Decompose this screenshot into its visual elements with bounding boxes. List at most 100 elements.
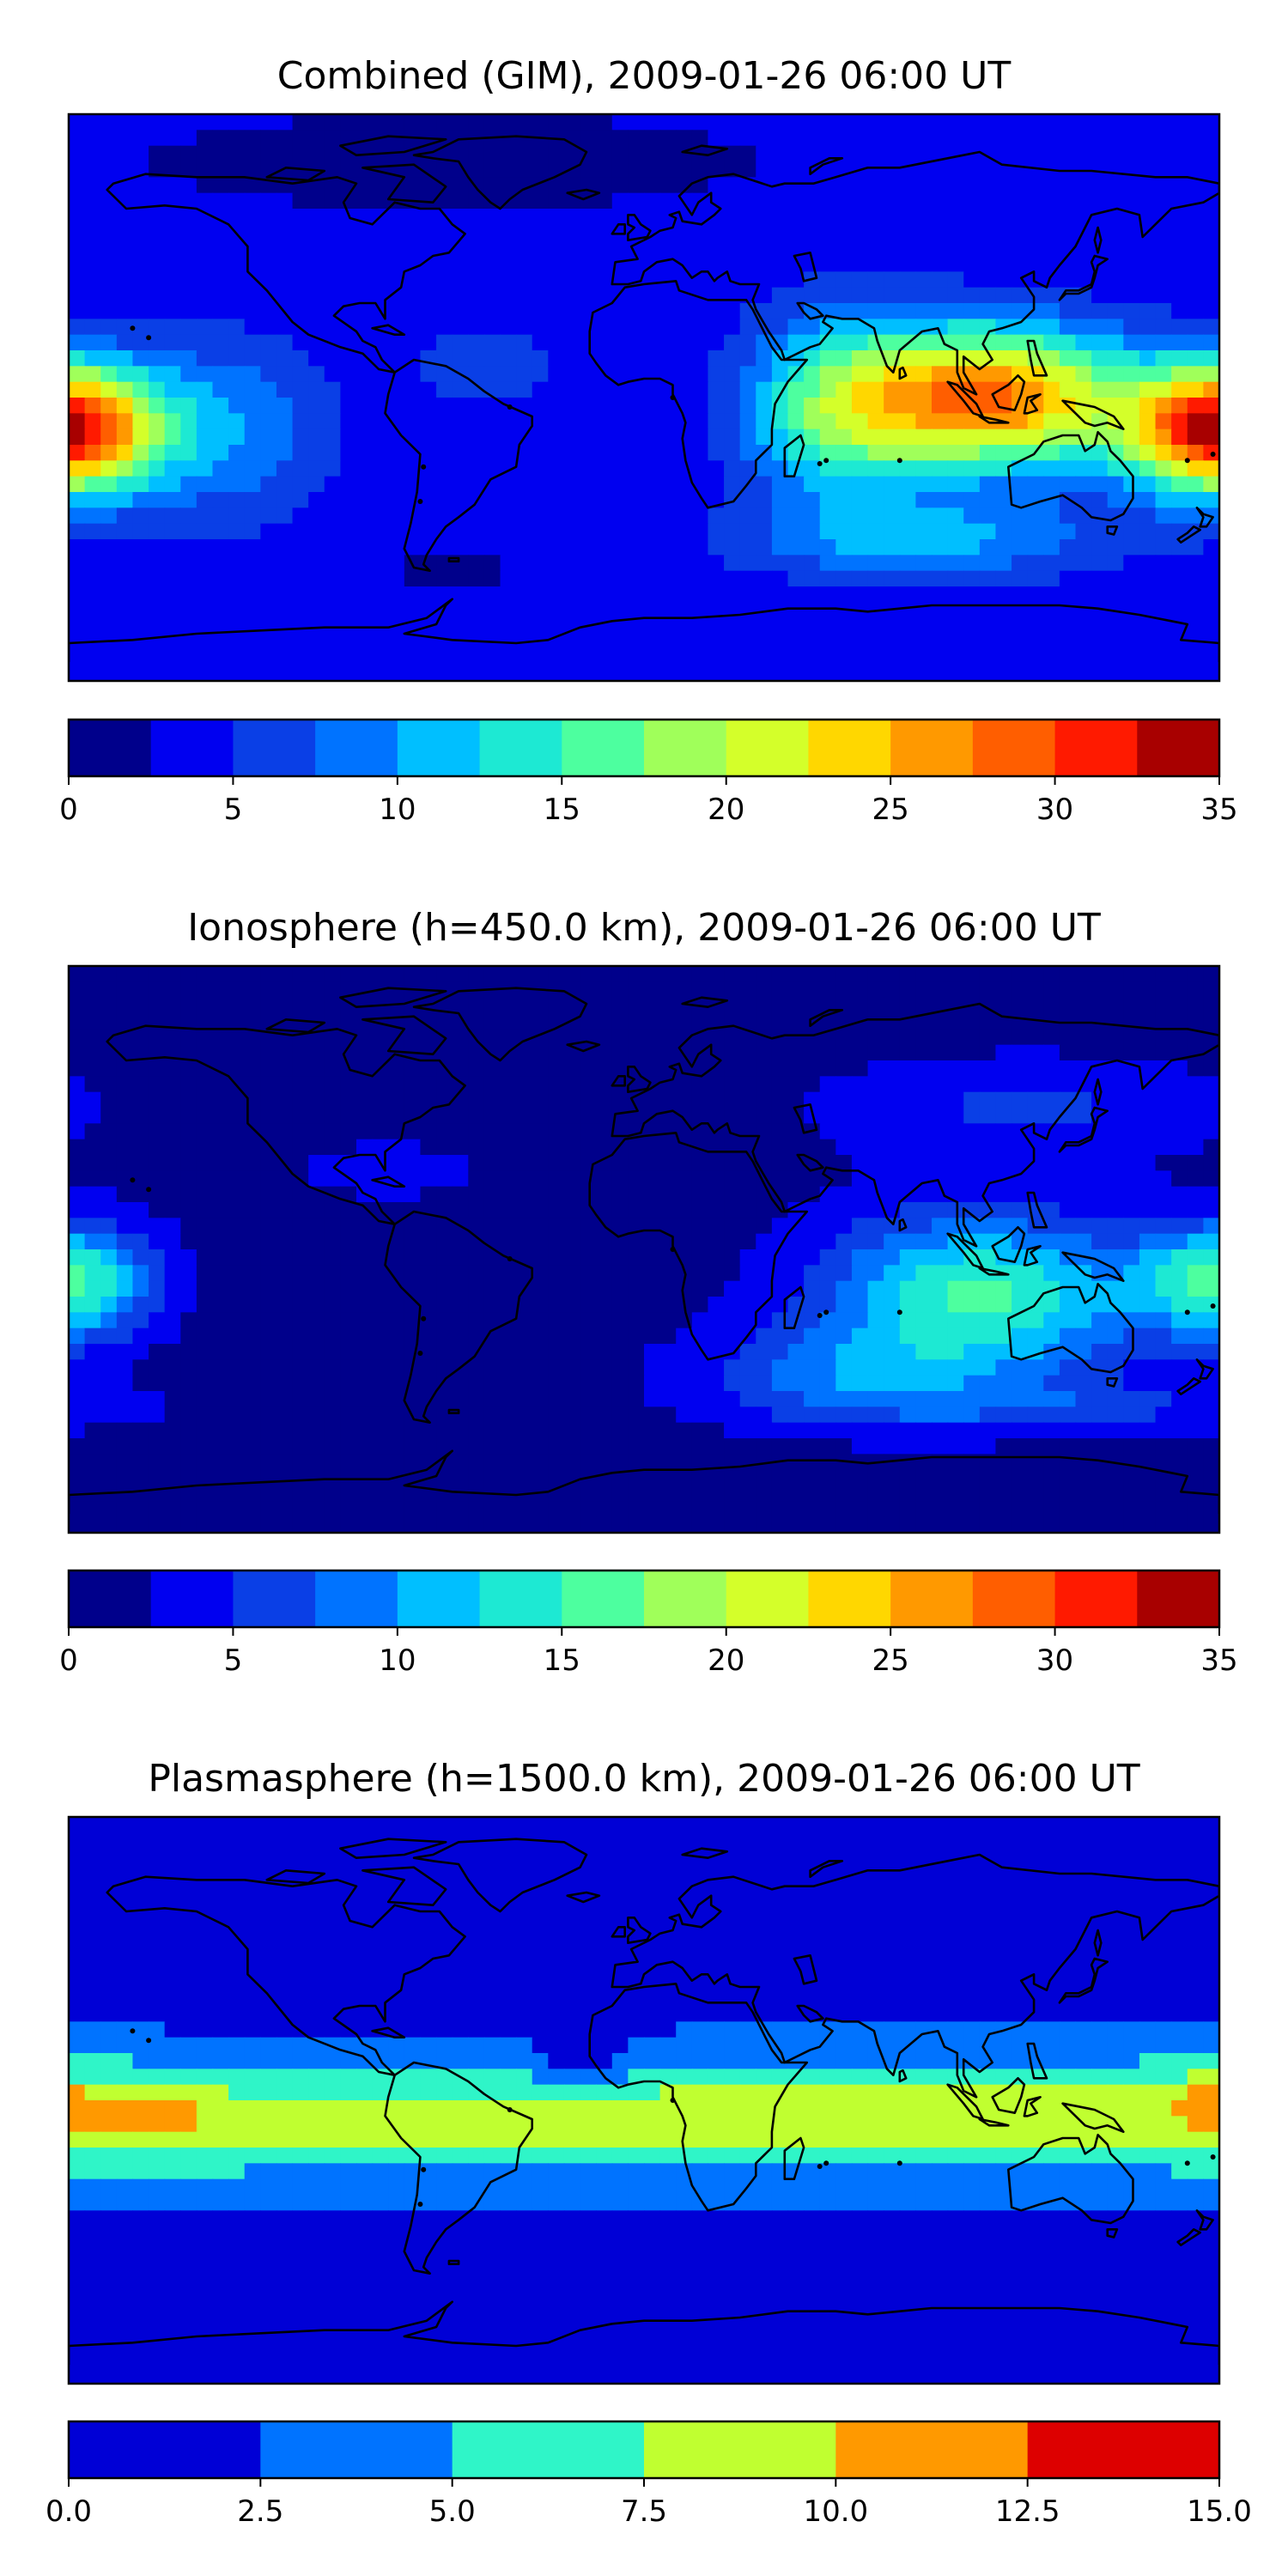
- heatmap-cell: [356, 177, 374, 194]
- heatmap-cell: [1155, 634, 1172, 650]
- heatmap-cell: [1091, 1013, 1109, 1030]
- heatmap-cell: [644, 1155, 661, 1171]
- heatmap-cell: [420, 1186, 437, 1203]
- heatmap-cell: [196, 981, 214, 999]
- heatmap-cell: [739, 1280, 756, 1297]
- heatmap-cell: [1075, 1108, 1092, 1124]
- heatmap-cell: [563, 1438, 581, 1455]
- heatmap-cell: [563, 1233, 581, 1250]
- heatmap-cell: [276, 1123, 294, 1140]
- heatmap-cell: [164, 1391, 181, 1407]
- heatmap-cell: [500, 413, 517, 430]
- heatmap-cell: [851, 428, 869, 446]
- heatmap-cell: [196, 1076, 214, 1093]
- heatmap-cell: [292, 1375, 309, 1392]
- heatmap-cell: [1123, 634, 1140, 650]
- heatmap-cell: [180, 617, 197, 635]
- heatmap-cell: [1123, 1091, 1140, 1109]
- heatmap-cell: [372, 1233, 389, 1250]
- heatmap-cell: [1075, 966, 1092, 982]
- heatmap-cell: [1059, 1359, 1077, 1376]
- heatmap-cell: [468, 145, 485, 162]
- heatmap-cell: [436, 1123, 453, 1140]
- heatmap-cell: [1027, 523, 1044, 540]
- heatmap-cell: [196, 649, 214, 666]
- heatmap-cell: [84, 649, 101, 666]
- heatmap-cell: [548, 224, 565, 241]
- heatmap-cell: [739, 1060, 756, 1077]
- heatmap-cell: [228, 303, 246, 319]
- heatmap-cell: [724, 130, 741, 147]
- heatmap-cell: [724, 665, 741, 681]
- heatmap-cell: [452, 287, 469, 304]
- heatmap-cell: [1203, 224, 1219, 241]
- heatmap-cell: [963, 1186, 981, 1203]
- heatmap-cell: [771, 507, 789, 525]
- heatmap-cell: [1139, 1202, 1157, 1218]
- heatmap-cell: [292, 1265, 309, 1282]
- heatmap-cell: [659, 1013, 677, 1030]
- heatmap-cell: [644, 1091, 661, 1109]
- heatmap-cell: [739, 617, 756, 635]
- heatmap-cell: [244, 966, 261, 982]
- heatmap-cell: [724, 114, 741, 131]
- heatmap-cell: [548, 334, 565, 351]
- heatmap-cell: [372, 1391, 389, 1407]
- heatmap-cell: [340, 1076, 357, 1093]
- heatmap-cell: [804, 1139, 821, 1156]
- heatmap-cell: [708, 1108, 725, 1124]
- heatmap-cell: [164, 1013, 181, 1030]
- heatmap-cell: [1171, 224, 1188, 241]
- heatmap-cell: [532, 240, 549, 257]
- heatmap-cell: [1059, 507, 1077, 525]
- heatmap-cell: [1155, 1091, 1172, 1109]
- heatmap-cell: [691, 1327, 709, 1345]
- heatmap-cell: [516, 492, 533, 508]
- heatmap-cell: [548, 1422, 565, 1439]
- heatmap-cell: [180, 1438, 197, 1455]
- heatmap-cell: [452, 350, 469, 367]
- heatmap-cell: [1203, 981, 1219, 999]
- heatmap-cell: [963, 1297, 981, 1313]
- heatmap-cell: [276, 271, 294, 289]
- heatmap-cell: [164, 1406, 181, 1424]
- heatmap-cell: [180, 1297, 197, 1313]
- heatmap-cell: [835, 209, 853, 225]
- heatmap-cell: [1203, 303, 1219, 319]
- heatmap-cell: [1012, 1029, 1029, 1046]
- heatmap-cell: [1091, 1233, 1109, 1250]
- heatmap-cell: [548, 1108, 565, 1124]
- heatmap-cell: [516, 1091, 533, 1109]
- heatmap-cell: [995, 177, 1012, 194]
- heatmap-cell: [276, 555, 294, 572]
- heatmap-cell: [292, 555, 309, 572]
- heatmap-cell: [979, 1344, 997, 1360]
- heatmap-cell: [563, 1375, 581, 1392]
- heatmap-cell: [899, 413, 916, 430]
- heatmap-cell: [1107, 1123, 1124, 1140]
- heatmap-cell: [212, 381, 229, 398]
- heatmap-cell: [611, 1155, 629, 1171]
- heatmap-cell: [132, 256, 149, 272]
- heatmap-cell: [388, 1202, 405, 1218]
- heatmap-cell: [867, 1233, 884, 1250]
- heatmap-cell: [116, 555, 134, 572]
- heatmap-cell: [691, 1091, 709, 1109]
- heatmap-cell: [244, 1359, 261, 1376]
- heatmap-cell: [164, 1060, 181, 1077]
- heatmap-cell: [436, 492, 453, 508]
- heatmap-cell: [356, 966, 374, 982]
- heatmap-cell: [1107, 555, 1124, 572]
- heatmap-cell: [1139, 303, 1157, 319]
- heatmap-cell: [324, 319, 341, 336]
- heatmap-cell: [1107, 1218, 1124, 1235]
- heatmap-cell: [324, 145, 341, 162]
- heatmap-cell: [548, 240, 565, 257]
- heatmap-cell: [1027, 981, 1044, 999]
- heatmap-cell: [500, 366, 517, 383]
- heatmap-cell: [340, 413, 357, 430]
- heatmap-cell: [1139, 428, 1157, 446]
- heatmap-cell: [1187, 287, 1204, 304]
- heatmap-cell: [628, 1312, 645, 1329]
- heatmap-cell: [979, 476, 997, 493]
